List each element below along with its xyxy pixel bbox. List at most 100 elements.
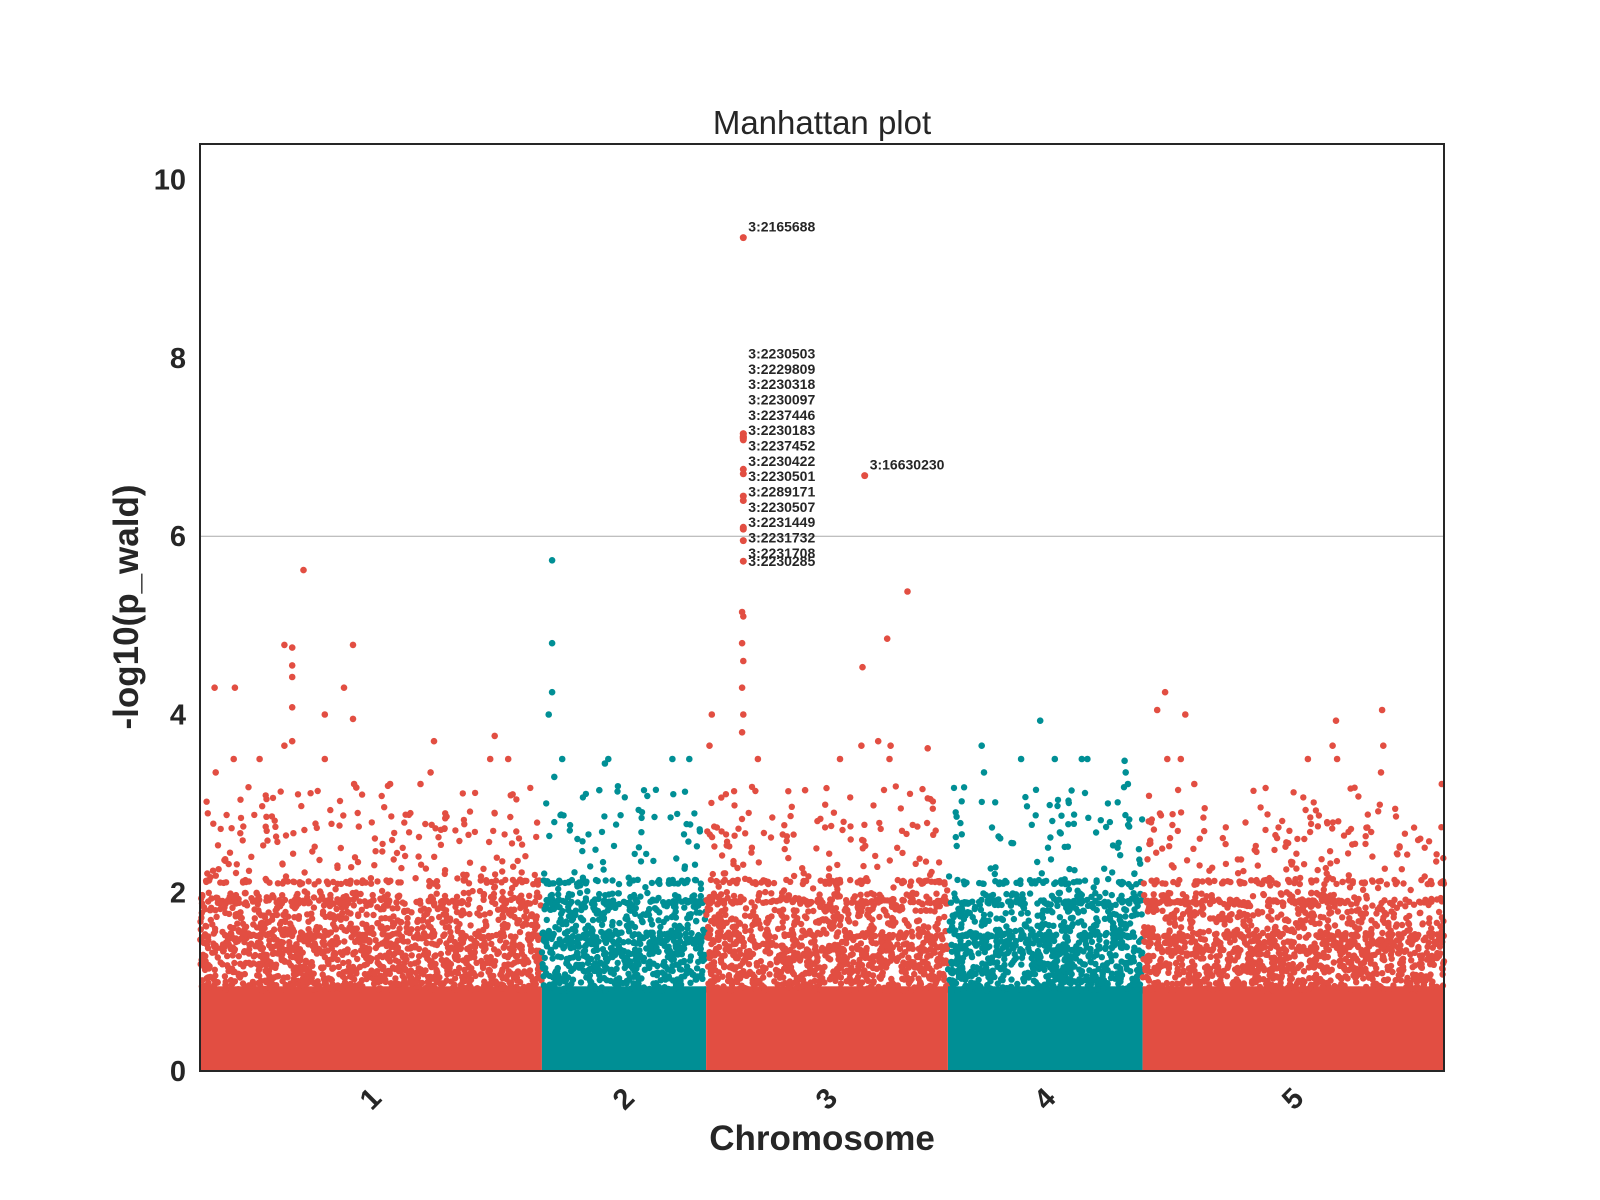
snp-point	[1118, 899, 1126, 906]
snp-point	[538, 949, 546, 956]
snp-point	[644, 792, 651, 800]
snp-point	[543, 800, 550, 807]
snp-point	[905, 954, 912, 961]
snp-point	[791, 918, 798, 926]
snp-point	[749, 937, 756, 944]
snp-point	[280, 911, 287, 919]
snp-point	[556, 979, 563, 987]
snp-point	[836, 893, 843, 900]
snp-point	[252, 943, 259, 950]
snp-point	[610, 970, 617, 977]
snp-point	[1104, 800, 1112, 807]
snp-point	[652, 786, 660, 793]
snp-point	[693, 936, 701, 943]
snp-point	[637, 858, 645, 865]
snp-point	[250, 921, 257, 928]
snp-point	[644, 909, 652, 916]
snp-point	[389, 919, 397, 927]
snp-point	[625, 938, 632, 945]
snp-point	[1130, 958, 1138, 965]
snp-point	[343, 982, 350, 989]
snp-point	[1063, 964, 1070, 972]
snp-point	[221, 904, 228, 911]
snp-point	[232, 900, 240, 907]
snp-point	[1101, 915, 1109, 922]
snp-point	[678, 877, 686, 884]
snp-point	[955, 905, 962, 913]
snp-point	[565, 912, 573, 920]
snp-point	[293, 970, 300, 978]
snp-point	[1088, 902, 1095, 910]
snp-point	[976, 932, 984, 939]
snp-point	[855, 905, 862, 912]
snp-point	[367, 899, 374, 906]
snp-point	[626, 899, 633, 906]
snp-point	[1005, 898, 1012, 905]
snp-point	[1062, 941, 1069, 948]
snp-point	[357, 947, 365, 954]
snp-point	[681, 863, 689, 870]
snp-point	[747, 913, 754, 920]
snp-point	[836, 986, 843, 993]
snp-point	[549, 955, 556, 962]
snp-point	[927, 899, 934, 907]
snp-point	[353, 925, 360, 932]
snp-point	[820, 917, 828, 924]
snp-point	[433, 890, 440, 897]
snp-point	[205, 889, 212, 896]
snp-point	[462, 970, 469, 978]
snp-point	[727, 898, 735, 905]
snp-point	[748, 844, 756, 851]
snp-point	[1065, 821, 1072, 828]
snp-point	[877, 825, 884, 833]
snp-point	[887, 953, 895, 960]
snp-point	[279, 939, 287, 946]
snp-point	[225, 910, 233, 918]
snp-point	[598, 984, 605, 991]
snp-point	[1070, 897, 1078, 905]
snp-point	[625, 874, 632, 881]
snp-point	[329, 981, 336, 988]
snp-point	[558, 811, 565, 818]
snp-point	[285, 959, 292, 966]
snp-point	[330, 900, 338, 907]
snp-point	[1136, 981, 1144, 988]
snp-point	[403, 956, 410, 963]
snp-point	[708, 833, 716, 841]
snp-point	[1016, 986, 1024, 993]
snp-point	[796, 943, 803, 950]
snp-point	[266, 942, 273, 949]
snp-point	[296, 881, 304, 888]
snp-point	[767, 834, 775, 841]
snp-point	[656, 909, 663, 916]
snp-point	[839, 956, 846, 963]
snp-point	[510, 863, 517, 870]
snp-point	[460, 889, 467, 897]
snp-point	[404, 938, 411, 945]
snp-point	[1008, 961, 1015, 968]
snp-point	[272, 823, 279, 830]
snp-point	[715, 911, 723, 918]
snp-point	[665, 985, 672, 993]
snp-point	[1065, 886, 1073, 893]
snp-point	[498, 896, 505, 903]
snp-point	[986, 893, 994, 900]
snp-point	[860, 862, 867, 870]
snp-point	[833, 933, 840, 940]
snp-point	[783, 914, 790, 921]
snp-point	[673, 932, 681, 940]
snp-point	[630, 938, 638, 946]
snp-point	[345, 900, 352, 907]
snp-point	[594, 954, 601, 961]
snp-point	[411, 944, 419, 951]
snp-point	[802, 970, 809, 977]
snp-point	[980, 911, 988, 919]
snp-point	[734, 898, 742, 905]
snp-point	[214, 842, 222, 849]
snp-point	[1071, 978, 1078, 985]
snp-point	[651, 905, 659, 912]
snp-point	[991, 870, 998, 878]
snp-point	[349, 889, 356, 897]
snp-point	[753, 959, 760, 967]
snp-point	[647, 929, 654, 936]
